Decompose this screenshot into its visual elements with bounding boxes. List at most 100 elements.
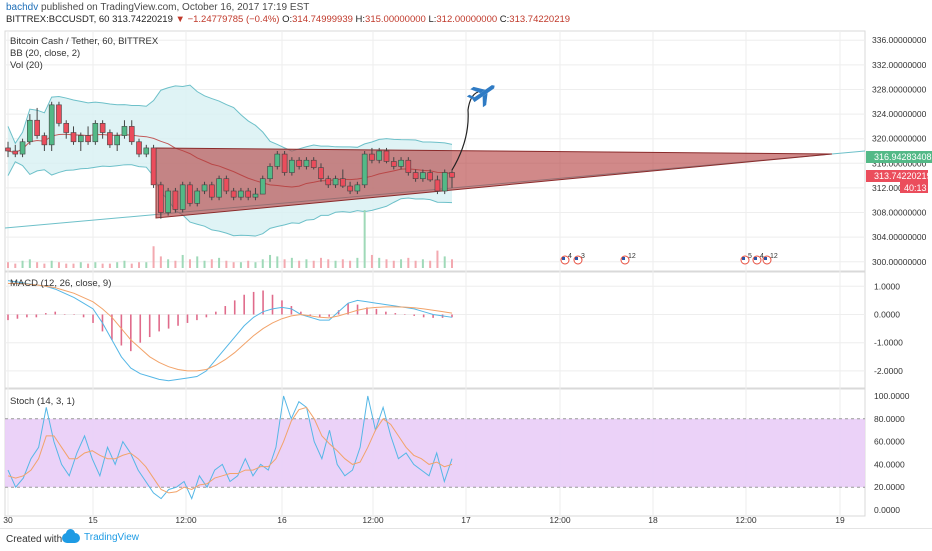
- legend-title[interactable]: Bitcoin Cash / Tether, 60, BITTREX: [10, 36, 159, 47]
- macd-histogram-bar: [92, 314, 94, 323]
- stoch-tick-label: 0.0000: [874, 505, 900, 515]
- macd-pane-frame: [4, 271, 866, 389]
- volume-bar: [363, 210, 366, 268]
- macd-tick-label: -1.0000: [874, 338, 903, 348]
- candle-body: [27, 119, 33, 143]
- candle-body: [340, 178, 346, 187]
- event-count: 4: [568, 253, 572, 260]
- candle-body: [274, 153, 281, 167]
- macd-histogram-bar: [243, 294, 245, 315]
- time-tick-label: 19: [835, 515, 845, 525]
- low-label: L:: [428, 14, 437, 25]
- volume-bar: [36, 262, 39, 268]
- stoch-tick-label: 60.0000: [874, 437, 905, 447]
- macd-line: [7, 280, 453, 382]
- event-flag-canton: [562, 257, 565, 260]
- volume-bar: [94, 262, 97, 268]
- macd-histogram-bar: [26, 314, 28, 318]
- volume-bar: [436, 250, 439, 268]
- volume-bar: [87, 263, 90, 268]
- down-triangle-icon: ▼: [175, 14, 185, 25]
- created-with-text: Created with: [6, 534, 63, 545]
- macd-histogram-bar: [451, 314, 453, 318]
- footer: Created with TradingView: [0, 528, 932, 551]
- time-tick-label: 12:00: [362, 515, 384, 525]
- candle-body: [223, 178, 230, 192]
- time-tick-label: 12:00: [735, 515, 757, 525]
- candle-body: [187, 184, 193, 204]
- legend-stoch[interactable]: Stoch (14, 3, 1): [10, 396, 75, 407]
- macd-histogram-bar: [167, 314, 170, 329]
- macd-histogram-bar: [73, 314, 75, 315]
- tradingview-brand[interactable]: TradingView: [62, 528, 140, 543]
- event-flag-canton: [622, 257, 625, 260]
- candle-body: [289, 159, 295, 173]
- candle-body: [310, 159, 317, 168]
- macd-histogram-bar: [186, 314, 189, 323]
- macd-histogram-bar: [422, 314, 425, 318]
- macd-histogram-bar: [290, 306, 293, 315]
- price-tick-label: 304.00000000: [872, 232, 927, 242]
- macd-histogram-bar: [148, 314, 151, 338]
- volume-bar: [79, 262, 82, 268]
- macd-histogram-bar: [130, 314, 132, 352]
- symmetrical-triangle-pattern[interactable]: [155, 147, 833, 219]
- volume-bar: [414, 260, 417, 268]
- last-price: 313.74220219: [112, 14, 173, 25]
- price-axis: 336.00000000 332.00000000 328.00000000 324.…: [872, 35, 927, 515]
- macd-histogram-bar: [233, 300, 236, 315]
- candle-body: [427, 172, 433, 181]
- volume-bar: [378, 257, 381, 268]
- volume-bar: [196, 256, 199, 268]
- candle-body: [48, 104, 55, 146]
- macd-histogram-bar: [44, 313, 47, 315]
- macd-indicator: [7, 280, 453, 382]
- volume-bar: [400, 259, 403, 268]
- price-tick-label: 324.00000000: [872, 109, 927, 119]
- volume-bar: [254, 262, 257, 268]
- tradingview-logo-icon: [62, 528, 80, 543]
- volume-bar: [443, 256, 446, 268]
- high-label: H:: [355, 14, 366, 25]
- volume-bar: [145, 262, 148, 268]
- low-value: 312.00000000: [436, 14, 498, 25]
- macd-histogram-bar: [111, 314, 113, 340]
- volume-bar: [429, 260, 432, 268]
- volume-bar: [28, 259, 31, 268]
- volume-bar: [305, 259, 308, 268]
- macd-histogram-bar: [205, 314, 208, 318]
- brand-text: TradingView: [84, 532, 140, 543]
- volume-bar: [370, 254, 373, 268]
- volume-bar: [261, 259, 264, 268]
- candle-body: [259, 178, 266, 195]
- chart-canvas[interactable]: 336.00000000 332.00000000 328.00000000 324.…: [0, 28, 932, 528]
- event-count: 3: [581, 253, 585, 260]
- high-value: 315.00000000: [365, 14, 426, 25]
- macd-histogram-bar: [7, 314, 9, 321]
- price-tick-label: 312.00000000: [872, 183, 927, 193]
- volume-bar: [218, 257, 221, 268]
- stoch-tick-label: 40.0000: [874, 459, 905, 469]
- legend-vol[interactable]: Vol (20): [10, 60, 43, 71]
- time-tick-label: 12:00: [549, 515, 571, 525]
- volume-bar: [101, 263, 104, 268]
- economic-events: 4 3 12 5 4 12: [560, 253, 778, 265]
- legend-macd[interactable]: MACD (12, 26, close, 9): [10, 278, 111, 289]
- macd-tick-label: -2.0000: [874, 366, 903, 376]
- candle-body: [354, 184, 361, 192]
- candle-body: [201, 184, 208, 192]
- open-label: O:: [282, 14, 293, 25]
- volume-bar: [421, 259, 424, 268]
- macd-histogram-bar: [385, 311, 387, 315]
- volume-bar: [181, 254, 184, 268]
- price-badge-red-text: 313.74220219: [874, 171, 932, 181]
- macd-histogram-bar: [177, 314, 179, 326]
- candle-body: [12, 150, 19, 155]
- candle-body: [114, 135, 120, 146]
- macd-histogram-bar: [196, 314, 198, 321]
- author-link[interactable]: bachdv: [6, 2, 39, 13]
- candle-body: [107, 132, 113, 146]
- legend-bb[interactable]: BB (20, close, 2): [10, 48, 80, 59]
- volume-bar: [152, 246, 155, 268]
- volume-bar: [108, 263, 111, 268]
